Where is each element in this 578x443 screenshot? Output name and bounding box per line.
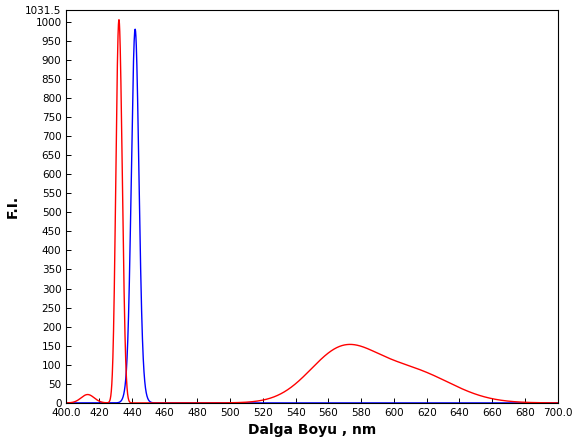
Y-axis label: F.I.: F.I. <box>6 195 20 218</box>
X-axis label: Dalga Boyu , nm: Dalga Boyu , nm <box>248 424 376 437</box>
